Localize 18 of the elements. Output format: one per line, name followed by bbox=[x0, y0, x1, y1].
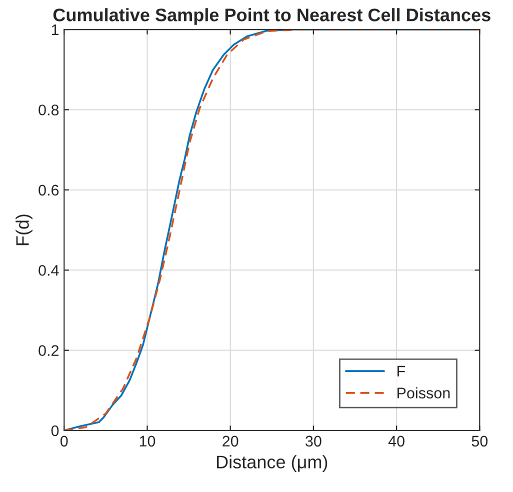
x-tick-label: 50 bbox=[472, 436, 488, 447]
y-tick-label: 0.6 bbox=[38, 184, 59, 196]
y-tick-label: 0 bbox=[51, 425, 59, 436]
chart-title: Cumulative Sample Point to Nearest Cell Distances bbox=[53, 8, 490, 25]
legend-label: Poisson bbox=[398, 387, 450, 398]
y-tick-label: 0.4 bbox=[38, 264, 59, 276]
legend-label: F bbox=[398, 366, 405, 376]
x-tick-label: 10 bbox=[140, 436, 156, 447]
x-tick-label: 0 bbox=[60, 436, 68, 447]
y-tick-label: 0.8 bbox=[38, 104, 59, 116]
x-tick-label: 20 bbox=[222, 436, 238, 447]
x-tick-label: 30 bbox=[306, 436, 322, 447]
y-axis-title: F(d) bbox=[16, 214, 32, 246]
x-axis-title: Distance (μm) bbox=[217, 455, 328, 472]
y-tick-label: 0.2 bbox=[38, 345, 58, 356]
line-series bbox=[64, 30, 480, 430]
y-tick-label: 1 bbox=[52, 24, 59, 36]
x-tick-label: 40 bbox=[388, 436, 404, 447]
